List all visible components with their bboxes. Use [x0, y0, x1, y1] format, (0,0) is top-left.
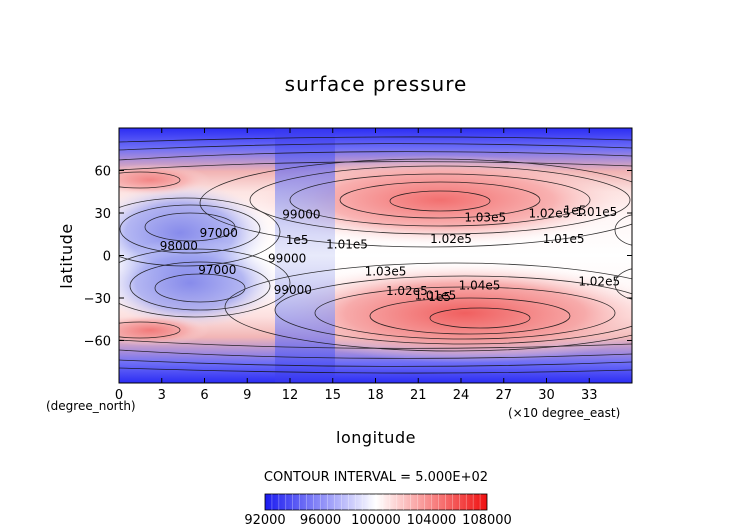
- contour-label: 1e5: [286, 233, 309, 247]
- contour-label: 1.02e5: [430, 232, 472, 246]
- y-tick-label: −30: [84, 292, 111, 307]
- contour-label: 1.01e5: [576, 205, 618, 219]
- x-tick-label: 3: [158, 388, 166, 403]
- y-tick-label: 60: [94, 165, 111, 180]
- colorbar-tick-label: 96000: [300, 513, 341, 528]
- x-tick-label: 24: [453, 388, 470, 403]
- x-tick-label: 27: [495, 388, 512, 403]
- contour-label: 1e5: [564, 203, 587, 217]
- x-tick-label: 9: [243, 388, 251, 403]
- contour-label: 1.03e5: [464, 211, 506, 225]
- contour-label: 1.03e5: [365, 264, 407, 278]
- contour-label: 99000: [274, 283, 312, 297]
- colorbar-tick-label: 108000: [462, 513, 512, 528]
- contour-label: 1.02e5: [386, 284, 428, 298]
- contour-label: 1.04e5: [459, 279, 501, 293]
- x-tick-label: 21: [410, 388, 427, 403]
- colorbar-tick-label: 100000: [351, 513, 401, 528]
- contour-label: 1.02e5: [578, 274, 620, 288]
- contour-label: 97000: [200, 226, 238, 240]
- x-tick-label: 33: [581, 388, 598, 403]
- contour-label: 97000: [198, 263, 236, 277]
- x-axis: 0 3 6 9 12 15 18 21 24 27 30 33: [115, 128, 598, 403]
- colorbar-tick-label: 92000: [244, 513, 285, 528]
- contour-label: 99000: [268, 252, 306, 266]
- y-axis-label: latitude: [57, 223, 76, 288]
- y-tick-label: 0: [103, 250, 111, 265]
- colorbar-ticks: 92000 96000 100000 104000 108000: [244, 513, 512, 528]
- contour-interval-text: CONTOUR INTERVAL = 5.000E+02: [264, 470, 488, 485]
- chart-title: surface pressure: [285, 72, 468, 96]
- contour-label: 1.01e5: [326, 237, 368, 251]
- y-tick-label: −60: [84, 335, 111, 350]
- contour-label: 1.02e5: [528, 206, 570, 220]
- colorbar-tick-label: 104000: [407, 513, 457, 528]
- pressure-field: [119, 128, 632, 383]
- x-tick-label: 12: [282, 388, 299, 403]
- contour-label: 1.01e5: [414, 288, 456, 302]
- x-axis-label: longitude: [336, 428, 416, 447]
- x-tick-label: 18: [367, 388, 384, 403]
- contour-label: 98000: [160, 239, 198, 253]
- x-tick-label: 0: [115, 388, 123, 403]
- x-tick-label: 15: [324, 388, 341, 403]
- contour-label: 1.01e5: [543, 232, 585, 246]
- y-axis: 60 30 0 −30 −60: [84, 165, 632, 350]
- contour-label: 99000: [282, 208, 320, 222]
- colorbar-divisions: [271, 494, 481, 510]
- x-tick-label: 30: [538, 388, 555, 403]
- x-unit-note: (×10 degree_east): [508, 406, 620, 420]
- x-tick-label: 6: [200, 388, 208, 403]
- y-unit-note: (degree_north): [46, 399, 136, 413]
- contour-label: 1e5: [428, 290, 451, 304]
- y-tick-label: 30: [94, 207, 111, 222]
